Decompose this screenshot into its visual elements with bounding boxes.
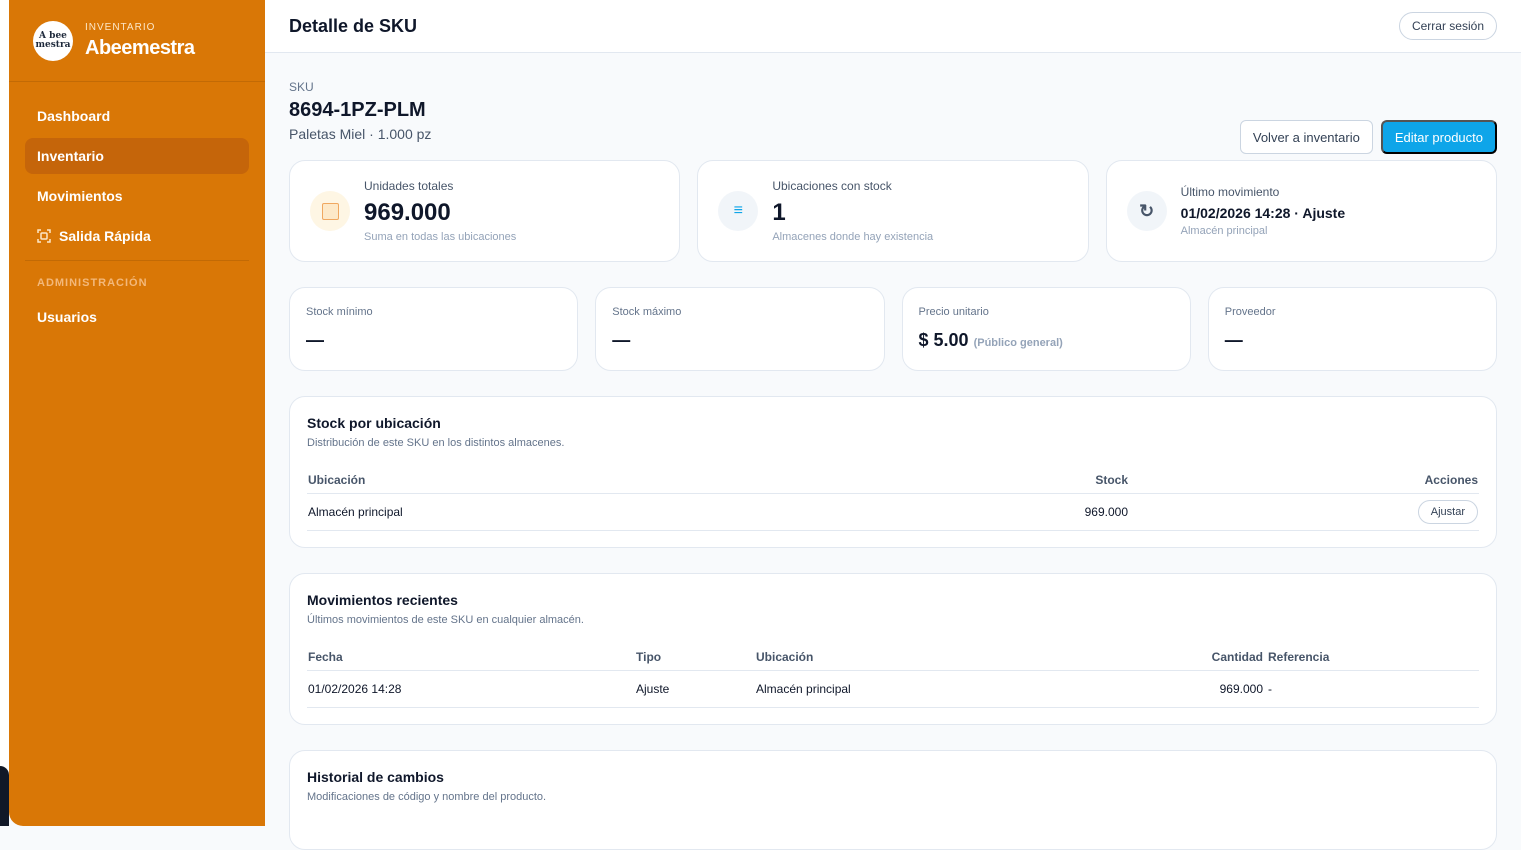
brand: A bee mestra INVENTARIO Abeemestra [9, 0, 265, 82]
sidebar-nav: Dashboard Inventario Movimientos Salida … [9, 82, 265, 335]
sidebar-item-dashboard[interactable]: Dashboard [25, 98, 249, 134]
info-unit-price: Precio unitario $ 5.00 (Público general) [901, 287, 1191, 371]
info-label: Precio unitario [918, 306, 989, 318]
col-actions: Acciones [1129, 467, 1479, 494]
logout-button[interactable]: Cerrar sesión [1398, 12, 1497, 40]
info-value: $ 5.00 [918, 330, 969, 350]
change-history-panel: Historial de cambios Modificaciones de c… [289, 750, 1497, 850]
sidebar-item-movimientos[interactable]: Movimientos [25, 178, 249, 214]
sidebar-item-label: Movimientos [37, 188, 123, 204]
table-row: 01/02/2026 14:28 Ajuste Almacén principal 9… [307, 670, 1479, 708]
edit-product-button[interactable]: Editar producto [1380, 120, 1497, 154]
kpi-sub: Almacén principal [1180, 225, 1268, 237]
col-reference: Referencia [1267, 644, 1479, 671]
info-label: Stock mínimo [306, 306, 373, 318]
kpi-value: 1 [772, 199, 786, 226]
col-quantity: Cantidad [1130, 644, 1267, 671]
refresh-icon: ↻ [1126, 191, 1167, 231]
panel-title: Stock por ubicación [307, 415, 441, 431]
cell-location: Almacén principal [307, 493, 989, 531]
col-location: Ubicación [307, 467, 989, 494]
kpi-locations: ≡ Ubicaciones con stock 1 Almacenes donde … [697, 160, 1089, 262]
sidebar-item-label: Salida Rápida [59, 228, 151, 244]
brand-logo: A bee mestra [33, 20, 73, 61]
adjust-button[interactable]: Ajustar [1417, 500, 1478, 524]
cell-reference: - [1267, 670, 1479, 708]
info-stock-max: Stock máximo — [595, 287, 885, 371]
col-location: Ubicación [755, 644, 1130, 671]
panel-title: Historial de cambios [307, 769, 444, 785]
sidebar-divider [25, 260, 249, 261]
box-icon [310, 191, 350, 231]
sku-code: 8694-1PZ-PLM [289, 99, 426, 121]
kpi-total-units: Unidades totales 969.000 Suma en todas las… [289, 160, 681, 262]
kpi-value: 969.000 [364, 199, 451, 226]
sidebar-item-label: Dashboard [37, 108, 111, 124]
cell-stock: 969.000 [989, 493, 1129, 531]
panel-subtitle: Distribución de este SKU en los distinto… [307, 437, 565, 449]
info-stock-min: Stock mínimo — [289, 287, 579, 371]
sidebar-item-inventario[interactable]: Inventario [25, 138, 249, 174]
sidebar-item-salida-rapida[interactable]: Salida Rápida [25, 218, 249, 254]
price-note: (Público general) [973, 337, 1063, 349]
topbar: Detalle de SKU Cerrar sesión [265, 0, 1521, 53]
window-edge [0, 0, 9, 826]
col-type: Tipo [635, 644, 755, 671]
sidebar-item-label: Usuarios [37, 309, 97, 325]
recent-movements-panel: Movimientos recientes Últimos movimiento… [289, 573, 1497, 725]
stock-by-location-panel: Stock por ubicación Distribución de este… [289, 396, 1497, 548]
kpi-sub: Almacenes donde hay existencia [772, 231, 934, 243]
kpi-label: Último movimiento [1180, 185, 1280, 199]
cell-location: Almacén principal [755, 670, 1130, 708]
page-title: Detalle de SKU [289, 15, 418, 36]
info-value: — [1224, 330, 1243, 350]
sidebar-item-label: Inventario [37, 148, 104, 164]
col-stock: Stock [989, 467, 1129, 494]
kpi-last-movement: ↻ Último movimiento 01/02/2026 14:28 · Aj… [1105, 160, 1497, 262]
stock-table: Ubicación Stock Acciones Almacén principal… [307, 467, 1479, 531]
panel-title: Movimientos recientes [307, 592, 458, 608]
table-row: Almacén principal 969.000 Ajustar [307, 493, 1479, 531]
cell-quantity: 969.000 [1130, 670, 1267, 708]
kpi-value: 01/02/2026 14:28 · Ajuste [1180, 205, 1346, 221]
kpi-label: Unidades totales [364, 179, 454, 193]
panel-subtitle: Últimos movimientos de este SKU en cualq… [307, 614, 584, 626]
sidebar: A bee mestra INVENTARIO Abeemestra Dashbo… [9, 0, 265, 826]
kpi-sub: Suma en todas las ubicaciones [364, 231, 517, 243]
movements-table: Fecha Tipo Ubicación Cantidad Referencia 01/… [307, 644, 1479, 708]
col-date: Fecha [307, 644, 635, 671]
main-content: SKU 8694-1PZ-PLM Paletas Miel · 1.000 pz… [289, 53, 1497, 850]
sku-label: SKU [289, 80, 314, 94]
cell-type: Ajuste [635, 670, 755, 708]
brand-subtitle: INVENTARIO [85, 21, 156, 33]
list-icon: ≡ [718, 191, 759, 231]
scan-icon [37, 229, 51, 243]
brand-name: Abeemestra [85, 36, 195, 59]
panel-subtitle: Modificaciones de código y nombre del pr… [307, 791, 547, 803]
cell-date: 01/02/2026 14:28 [307, 670, 635, 708]
sidebar-item-usuarios[interactable]: Usuarios [25, 299, 249, 335]
info-label: Proveedor [1224, 306, 1276, 318]
info-supplier: Proveedor — [1207, 287, 1497, 371]
sku-subtitle: Paletas Miel · 1.000 pz [289, 126, 432, 142]
sidebar-section-admin: ADMINISTRACIÓN [37, 277, 148, 289]
info-label: Stock máximo [612, 306, 682, 318]
kpi-label: Ubicaciones con stock [772, 179, 892, 193]
info-value: — [306, 330, 324, 350]
back-to-inventory-button[interactable]: Volver a inventario [1239, 120, 1373, 154]
info-value: — [612, 330, 631, 350]
